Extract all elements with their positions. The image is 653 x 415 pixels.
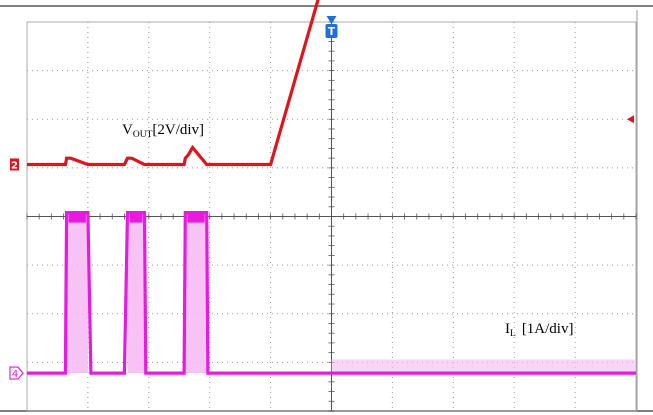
- channel-4-label: 4: [12, 369, 18, 380]
- il-ripple-band: [331, 359, 636, 374]
- markers: 2 4 T: [9, 16, 634, 380]
- il-pulse-peak: [187, 212, 205, 223]
- trigger-label: T: [328, 26, 336, 38]
- il-label: IL [1A/div]: [505, 321, 573, 339]
- trigger-arrow: [326, 16, 337, 24]
- il-pulse-peak: [68, 212, 86, 223]
- channel-4-marker: [9, 366, 24, 380]
- il-pulse-peak: [129, 212, 143, 223]
- il-pulse-envelope: [66, 212, 88, 374]
- vout-label: VOUT[2V/div]: [122, 122, 204, 140]
- il-trace: [27, 211, 636, 375]
- channel-2-marker: [10, 158, 19, 171]
- channel-2-label: 2: [11, 160, 18, 171]
- traces: [27, 0, 636, 375]
- vout-trace: [27, 0, 320, 167]
- trigger-marker: [325, 24, 338, 38]
- trigger-level-marker: [627, 115, 634, 124]
- il-pulse-envelope: [127, 212, 145, 374]
- il-pulse-envelope: [185, 212, 207, 374]
